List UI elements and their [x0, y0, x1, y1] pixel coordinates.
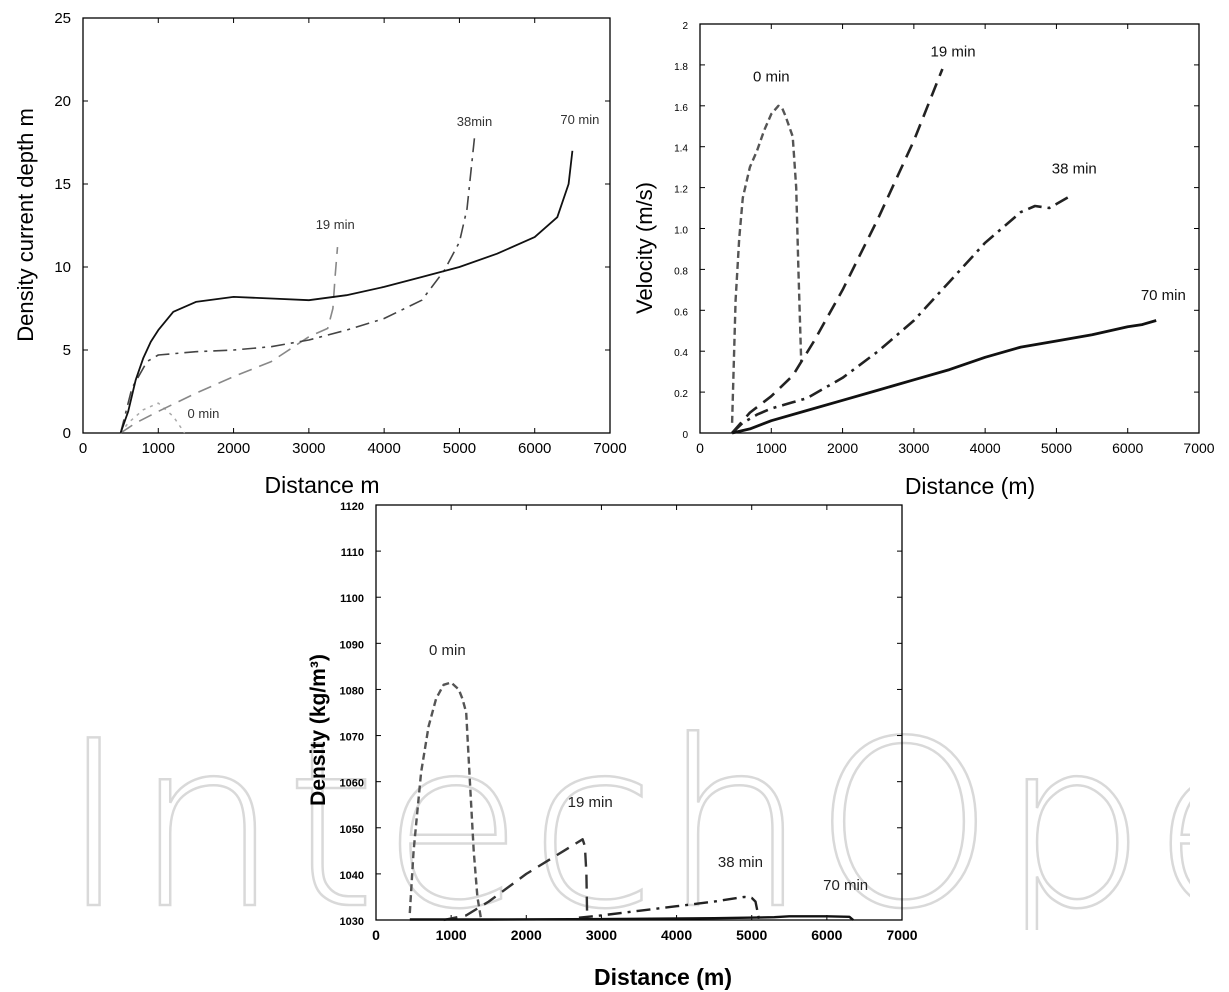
y-axis-label: Density current depth m: [13, 108, 38, 342]
series-line-19-min: [443, 838, 589, 922]
x-axis-label: Distance m: [264, 472, 379, 498]
series-annotation: 19 min: [316, 217, 355, 232]
x-tick-label: 1000: [436, 927, 467, 943]
y-tick-label: 0.2: [674, 389, 688, 400]
x-tick-label: 2000: [511, 927, 542, 943]
y-tick-label: 0.4: [674, 348, 688, 359]
x-tick-label: 2000: [827, 440, 858, 456]
x-tick-label: 6000: [811, 927, 842, 943]
y-tick-label: 1030: [340, 916, 364, 928]
y-tick-label: 1060: [340, 778, 364, 790]
x-tick-label: 4000: [367, 440, 400, 457]
y-tick-label: 1100: [340, 593, 364, 605]
x-axis-label: Distance (m): [905, 473, 1035, 499]
series-annotation: 0 min: [429, 642, 466, 659]
x-tick-label: 5000: [443, 440, 476, 457]
y-tick-label: 1.2: [674, 185, 688, 196]
series-line-38-min: [578, 895, 761, 921]
x-tick-label: 4000: [661, 927, 692, 943]
y-tick-label: 15: [54, 176, 71, 193]
x-tick-label: 7000: [886, 927, 917, 943]
x-tick-label: 5000: [736, 927, 767, 943]
chart-3: 0 1000 2000 3000 4000 5000 6000 7000 1030 1040 105…: [307, 501, 918, 990]
y-tick-label: 1110: [341, 547, 364, 559]
y-tick-label: 0.6: [674, 307, 688, 318]
y-tick-label: 1080: [340, 685, 364, 697]
x-axis-label: Distance (m): [594, 964, 732, 990]
series-line-0-min: [408, 681, 483, 921]
series-line-38-min: [731, 194, 1072, 434]
x-tick-label: 7000: [1183, 440, 1214, 456]
plot-frame: [375, 504, 903, 921]
series-line-70-min: [409, 915, 854, 921]
x-tick-label: 3000: [292, 440, 325, 457]
series-annotation: 70 min: [1141, 287, 1186, 304]
y-tick-label: 1.8: [674, 62, 688, 73]
x-tick-label: 4000: [970, 440, 1001, 456]
y-tick-label: 1.0: [674, 226, 688, 237]
series-line-0-min: [730, 104, 803, 423]
x-tick-label: 6000: [1112, 440, 1143, 456]
series-line-70-min: [731, 319, 1157, 435]
y-tick-label: 25: [54, 10, 71, 27]
y-tick-label: 1.6: [674, 103, 688, 114]
y-tick-label: 2: [682, 21, 688, 32]
series-annotation: 0 min: [753, 68, 790, 85]
x-tick-label: 3000: [898, 440, 929, 456]
y-tick-label: 0.8: [674, 266, 688, 277]
series-annotation: 38min: [457, 114, 492, 129]
y-tick-label: 1050: [340, 824, 364, 836]
plot-frame: [82, 17, 611, 434]
series-annotation: 70 min: [823, 877, 868, 894]
x-tick-label: 3000: [586, 927, 617, 943]
x-tick-label: 5000: [1041, 440, 1072, 456]
x-tick-label: 0: [696, 440, 704, 456]
y-axis-label: Velocity (m/s): [632, 182, 657, 314]
series-annotation: 70 min: [560, 112, 599, 127]
x-tick-label: 7000: [593, 440, 626, 457]
series-line-19-min: [731, 68, 944, 434]
series-line-38min: [119, 137, 476, 434]
y-tick-label: 10: [54, 259, 71, 276]
series-line-70-min: [119, 150, 574, 434]
x-tick-label: 0: [372, 927, 380, 943]
x-tick-label: 2000: [217, 440, 250, 457]
y-tick-label: 1040: [340, 870, 364, 882]
y-tick-label: 5: [63, 342, 71, 359]
series-annotation: 38 min: [1052, 160, 1097, 177]
plot-frame: [699, 23, 1200, 434]
x-tick-label: 0: [79, 440, 87, 457]
x-tick-label: 1000: [142, 440, 175, 457]
series-annotation: 38 min: [718, 854, 763, 871]
series-annotation: 19 min: [568, 794, 613, 811]
series-annotation: 0 min: [188, 406, 220, 421]
y-tick-label: 20: [54, 93, 71, 110]
x-tick-label: 1000: [756, 440, 787, 456]
y-tick-label: 0: [682, 430, 688, 441]
y-tick-label: 1120: [340, 501, 364, 513]
y-tick-label: 1070: [340, 732, 364, 744]
y-tick-label: 1.4: [674, 144, 688, 155]
series-annotation: 19 min: [931, 44, 976, 61]
y-axis-label: Density (kg/m³): [307, 654, 330, 806]
y-tick-label: 1090: [340, 639, 364, 651]
y-tick-label: 0: [63, 425, 71, 442]
chart-1: 0 1000 2000 3000 4000 5000 6000 7000 0 5 10 15 20 25 D…: [13, 10, 627, 498]
chart-2: 0 1000 2000 3000 4000 5000 6000 7000 0 0.2 0.4 0.6 0…: [632, 21, 1215, 499]
x-tick-label: 6000: [518, 440, 551, 457]
series-line-0-min: [120, 402, 186, 434]
